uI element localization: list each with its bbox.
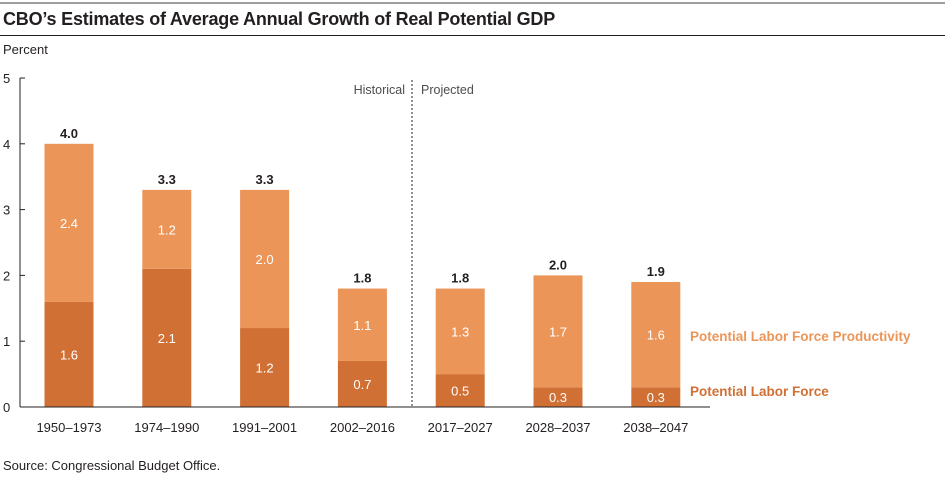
bar-productivity xyxy=(435,288,485,375)
chart-title: CBO’s Estimates of Average Annual Growth… xyxy=(3,9,556,29)
x-tick-label: 1991–2001 xyxy=(232,420,297,435)
y-tick-label: 5 xyxy=(3,71,10,86)
bar-productivity xyxy=(631,281,681,388)
historical-annotation: Historical xyxy=(354,83,405,97)
data-label-productivity: 1.7 xyxy=(549,324,567,339)
total-label: 1.8 xyxy=(353,271,371,286)
total-label: 4.0 xyxy=(60,126,78,141)
y-tick-label: 2 xyxy=(3,268,10,283)
data-label-labor-force: 1.2 xyxy=(256,361,274,376)
bar-labor-force xyxy=(44,301,94,407)
total-label: 1.8 xyxy=(451,271,469,286)
data-label-labor-force: 0.3 xyxy=(549,390,567,405)
y-axis-label: Percent xyxy=(3,42,48,57)
total-label: 3.3 xyxy=(256,172,274,187)
x-tick-label: 2002–2016 xyxy=(330,420,395,435)
bar-labor-force xyxy=(240,328,290,407)
x-tick-label: 1974–1990 xyxy=(134,420,199,435)
data-label-productivity: 2.4 xyxy=(60,216,78,231)
x-tick-label: 1950–1973 xyxy=(36,420,101,435)
y-tick-label: 3 xyxy=(3,203,10,218)
x-tick-label: 2017–2027 xyxy=(428,420,493,435)
bar-labor-force xyxy=(142,268,192,407)
bar-productivity xyxy=(533,275,583,388)
source-note: Source: Congressional Budget Office. xyxy=(3,458,221,473)
bar-productivity xyxy=(240,189,290,329)
projected-annotation: Projected xyxy=(421,83,474,97)
x-tick-label: 2038–2047 xyxy=(623,420,688,435)
bar-labor-force xyxy=(337,360,387,407)
total-label: 2.0 xyxy=(549,257,567,272)
data-label-labor-force: 0.3 xyxy=(647,390,665,405)
data-label-productivity: 1.2 xyxy=(158,222,176,237)
total-label: 3.3 xyxy=(158,172,176,187)
y-tick-label: 4 xyxy=(3,137,10,152)
data-label-labor-force: 0.7 xyxy=(353,377,371,392)
bar-labor-force xyxy=(435,374,485,407)
title-rule xyxy=(0,35,945,36)
data-label-labor-force: 1.6 xyxy=(60,347,78,362)
bar-productivity xyxy=(337,288,387,361)
data-label-labor-force: 0.5 xyxy=(451,384,469,399)
legend-labor-force: Potential Labor Force xyxy=(690,384,829,399)
y-tick-label: 1 xyxy=(3,334,10,349)
data-label-productivity: 1.1 xyxy=(353,318,371,333)
total-label: 1.9 xyxy=(647,264,665,279)
bar-productivity xyxy=(142,189,192,269)
legend-productivity: Potential Labor Force Productivity xyxy=(690,329,911,344)
y-tick-label: 0 xyxy=(3,400,10,415)
data-label-productivity: 1.6 xyxy=(647,328,665,343)
bar-productivity xyxy=(44,143,94,302)
top-rule xyxy=(0,2,945,4)
x-tick-label: 2028–2037 xyxy=(525,420,590,435)
data-label-labor-force: 2.1 xyxy=(158,331,176,346)
bar-labor-force xyxy=(631,387,681,407)
bar-labor-force xyxy=(533,387,583,407)
data-label-productivity: 2.0 xyxy=(256,252,274,267)
data-label-productivity: 1.3 xyxy=(451,324,469,339)
